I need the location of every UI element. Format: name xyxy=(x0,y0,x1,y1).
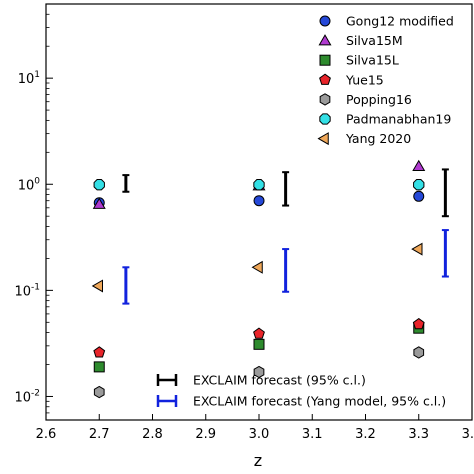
chart-marks xyxy=(91,159,449,399)
legend-marker-3 xyxy=(319,54,331,66)
data-point-5-1 xyxy=(93,385,105,399)
error-bar-2-3 xyxy=(441,229,449,278)
data-point-7-1 xyxy=(91,279,103,293)
error-bar-1-3 xyxy=(441,168,449,218)
x-tick-label: 3.2 xyxy=(355,427,376,442)
legend-label-7: Yang 2020 xyxy=(345,131,411,146)
data-point-4-1 xyxy=(93,346,106,358)
data-point-1-3 xyxy=(413,190,425,202)
legend: Gong12 modified Silva15M Silva15L Yue15 Popp… xyxy=(156,14,454,409)
x-tick-label: 2.7 xyxy=(89,427,110,442)
data-point-6-2 xyxy=(253,179,265,191)
data-point-4-3 xyxy=(412,317,425,330)
axis-ticks: 2.6 2.7 2.8 2.9 3.0 3.1 3.2 3.3 3.4 10-2 10-1 100 10… xyxy=(14,13,474,442)
legend-marker-7 xyxy=(317,132,329,146)
data-point-4-2 xyxy=(253,327,265,339)
legend-label-5: Popping16 xyxy=(346,92,412,107)
data-point-5-2 xyxy=(253,365,265,379)
x-tick-label: 3.3 xyxy=(408,427,429,442)
data-point-1-2 xyxy=(253,195,265,207)
error-bar-2-1 xyxy=(122,266,130,305)
x-tick-label: 3.0 xyxy=(249,427,270,442)
y-tick-label: 100 xyxy=(18,176,41,193)
legend-label-4: Yue15 xyxy=(345,72,384,87)
y-tick-label: 10-1 xyxy=(14,282,40,299)
x-tick-label: 2.9 xyxy=(195,427,216,442)
error-bar-1-2 xyxy=(282,171,290,207)
legend-errorbar-1 xyxy=(156,374,178,386)
data-point-3-2 xyxy=(253,338,265,350)
data-point-7-2 xyxy=(251,260,263,274)
plot-frame xyxy=(45,3,473,421)
y-tick-label: 101 xyxy=(18,70,40,87)
data-point-5-3 xyxy=(413,346,425,359)
data-point-2-1 xyxy=(92,197,106,209)
legend-errorbar-label-1: EXCLAIM forecast (95% c.l.) xyxy=(193,373,366,388)
data-point-7-3 xyxy=(411,242,423,256)
data-point-6-3 xyxy=(413,179,425,191)
legend-marker-4 xyxy=(319,73,331,85)
x-axis-label: z xyxy=(254,451,262,470)
data-point-2-3 xyxy=(412,159,426,171)
x-tick-label: 3.1 xyxy=(302,427,323,442)
legend-errorbar-label-2: EXCLAIM forecast (Yang model, 95% c.l.) xyxy=(193,394,446,409)
y-tick-label: 10-2 xyxy=(14,388,40,405)
legend-label-1: Gong12 modified xyxy=(346,14,454,29)
error-bar-1-1 xyxy=(122,174,130,193)
legend-marker-6 xyxy=(319,113,331,125)
legend-label-3: Silva15L xyxy=(346,53,399,68)
legend-marker-5 xyxy=(319,93,331,106)
error-bar-2-2 xyxy=(282,248,290,293)
legend-label-2: Silva15M xyxy=(346,33,403,48)
legend-marker-2 xyxy=(318,34,332,46)
legend-label-6: Padmanabhan19 xyxy=(346,112,451,127)
legend-marker-1 xyxy=(319,15,331,27)
x-tick-label: 2.6 xyxy=(36,427,57,442)
data-point-3-1 xyxy=(93,361,105,373)
x-tick-label: 3.4 xyxy=(462,427,474,442)
legend-errorbar-2 xyxy=(156,395,178,407)
data-point-6-1 xyxy=(93,179,105,191)
x-tick-label: 2.8 xyxy=(142,427,163,442)
